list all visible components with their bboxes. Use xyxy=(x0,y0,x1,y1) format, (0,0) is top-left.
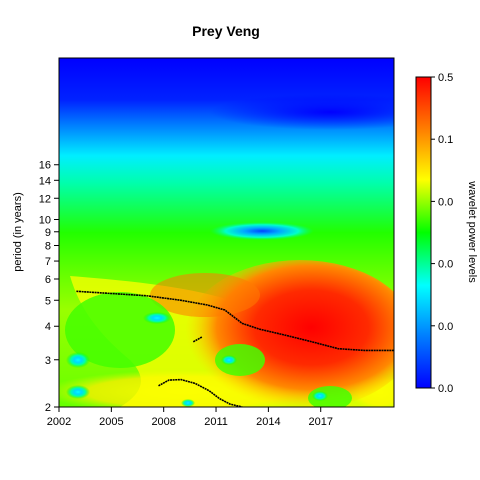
cyan-spot xyxy=(312,391,328,401)
colorbar-tick-label: 0.0 xyxy=(438,196,453,208)
x-tick-label: 2002 xyxy=(47,416,71,428)
y-tick-label: 16 xyxy=(39,160,51,172)
colorbar-tick-label: 0.0 xyxy=(438,259,453,271)
y-axis-label: period (in years) xyxy=(12,192,24,271)
y-tick-label: 7 xyxy=(45,256,51,268)
y-tick-label: 8 xyxy=(45,240,51,252)
chart-title: Prey Veng xyxy=(192,23,260,39)
x-tick-label: 2008 xyxy=(151,416,175,428)
x-tick-label: 2005 xyxy=(99,416,123,428)
y-tick-label: 9 xyxy=(45,227,51,239)
colorbar-tick-label: 0.5 xyxy=(438,72,453,84)
x-tick-label: 2014 xyxy=(256,416,280,428)
x-tick-label: 2017 xyxy=(308,416,332,428)
cyan-spot xyxy=(181,399,195,407)
x-axis: 2002 2005 2008 2011 2014 2017 xyxy=(47,407,333,428)
y-tick-label: 4 xyxy=(45,321,51,333)
band-8yr xyxy=(210,222,314,240)
colorbar xyxy=(416,77,431,388)
wavelet-power-heatmap xyxy=(45,58,450,414)
top-dark-band xyxy=(210,94,450,130)
cyan-spot xyxy=(143,312,171,324)
colorbar-tick-label: 0.0 xyxy=(438,383,453,395)
x-tick-label: 2011 xyxy=(204,416,228,428)
colorbar-tick-label: 0.1 xyxy=(438,134,453,146)
cyan-spot xyxy=(66,385,90,399)
y-tick-label: 3 xyxy=(45,355,51,367)
y-tick-label: 12 xyxy=(39,193,51,205)
cyan-spot xyxy=(221,355,237,365)
y-tick-label: 5 xyxy=(45,295,51,307)
cyan-spot xyxy=(66,352,90,368)
y-tick-label: 14 xyxy=(39,175,51,187)
y-tick-label: 2 xyxy=(45,402,51,414)
colorbar-label: wavelet power levels xyxy=(466,180,478,283)
colorbar-ticks: 0.5 0.1 0.0 0.0 0.0 0.0 xyxy=(431,72,453,395)
y-tick-label: 6 xyxy=(45,274,51,286)
y-tick-label: 10 xyxy=(39,215,51,227)
colorbar-tick-label: 0.0 xyxy=(438,321,453,333)
